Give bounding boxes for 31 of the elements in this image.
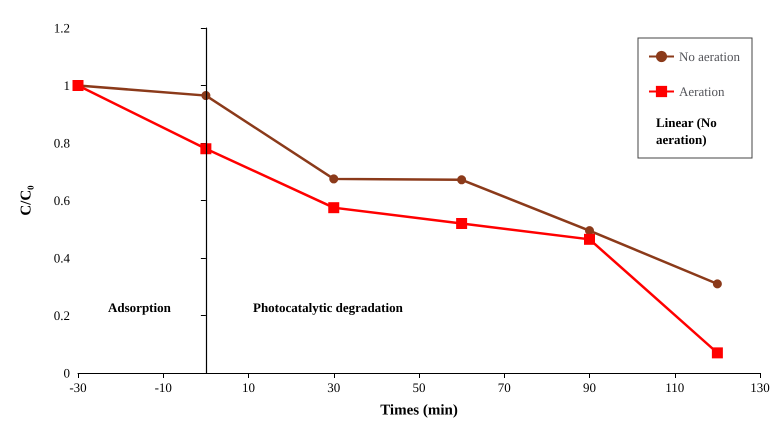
- point: [456, 218, 468, 229]
- x-tick-label: 110: [665, 380, 684, 395]
- point: [712, 347, 723, 358]
- point: [584, 234, 595, 245]
- x-tick-label: 90: [583, 380, 596, 395]
- x-tick-label: 30: [327, 380, 340, 395]
- legend-label: Aeration: [679, 84, 725, 99]
- point: [328, 202, 340, 214]
- x-tick-label: 70: [498, 380, 511, 395]
- legend-label: No aeration: [679, 49, 740, 64]
- y-tick-label: 0.6: [54, 193, 70, 208]
- x-tick-label: 10: [242, 380, 255, 395]
- point: [200, 143, 212, 154]
- y-tick-label: 1: [64, 78, 70, 93]
- annotation: Photocatalytic degradation: [253, 300, 404, 315]
- point: [457, 175, 466, 184]
- x-tick-label: -10: [154, 380, 172, 395]
- annotation: Linear (No aeration): [656, 115, 720, 147]
- x-axis-title: Times (min): [380, 402, 458, 418]
- y-axis-title: C/C₀: [18, 184, 34, 216]
- y-tick-label: 0: [64, 366, 70, 380]
- y-tick-label: 0.2: [54, 308, 70, 323]
- x-tick-label: -30: [69, 380, 87, 395]
- y-tick-label: 0.8: [54, 136, 70, 150]
- y-tick-label: 1.2: [54, 20, 70, 36]
- annotation: Adsorption: [108, 300, 172, 315]
- point: [712, 279, 722, 288]
- y-tick-label: 0.4: [54, 250, 70, 266]
- point: [329, 174, 338, 184]
- x-tick-label: 50: [412, 380, 426, 395]
- x-tick-label: 130: [750, 380, 770, 395]
